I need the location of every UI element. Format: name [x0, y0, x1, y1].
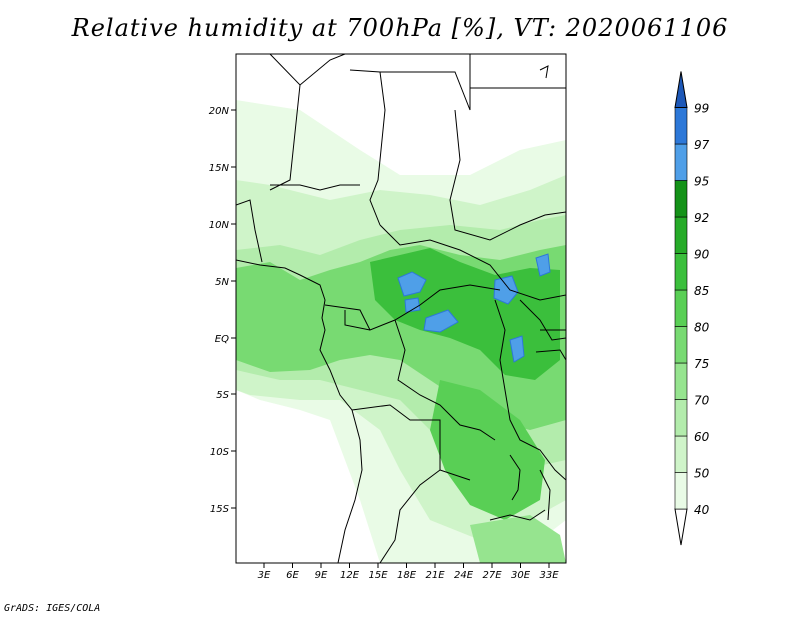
lat-label: EQ — [215, 334, 229, 345]
lat-label: 15S — [210, 504, 230, 515]
colorbar-segment — [674, 399, 688, 437]
humidity-zone-southeast — [430, 380, 545, 520]
latitude-axis: 20N 15N 10N 5N EQ 5S 10S 15S — [209, 106, 236, 515]
grads-credit: GrADS: IGES/COLA — [4, 603, 101, 614]
colorbar-label: 97 — [694, 138, 710, 152]
colorbar-segment — [674, 362, 688, 400]
colorbar-label: 50 — [694, 467, 710, 481]
lon-label: 24E — [454, 570, 474, 581]
colorbar-segment — [674, 143, 688, 181]
country-borders — [236, 54, 566, 563]
humidity-field — [236, 100, 566, 563]
lon-label: 6E — [286, 570, 299, 581]
colorbar-label: 60 — [694, 430, 710, 444]
colorbar-segment — [674, 326, 688, 364]
colorbar-segment — [674, 253, 688, 291]
humidity-cell-95plus — [493, 275, 519, 305]
colorbar-label: 70 — [694, 394, 710, 408]
colorbar-label: 99 — [694, 102, 709, 116]
colorbar-label: 95 — [694, 175, 709, 189]
map-frame — [235, 53, 567, 564]
lon-label: 3E — [258, 570, 271, 581]
colorbar-segment — [674, 472, 688, 510]
humidity-cell-95plus — [397, 271, 427, 297]
colorbar-label: 90 — [694, 248, 710, 262]
colorbar-upper-arrow — [674, 71, 688, 108]
humidity-cell-95plus — [404, 297, 421, 313]
lon-label: 33E — [539, 570, 559, 581]
colorbar: 40 50 60 70 75 80 85 90 92 95 97 99 — [674, 71, 710, 546]
lon-label: 27E — [482, 570, 502, 581]
lat-label: 10S — [210, 447, 230, 458]
lat-label: 15N — [209, 163, 230, 174]
humidity-zone-south — [470, 515, 566, 563]
lon-label: 30E — [511, 570, 531, 581]
lat-label: 5S — [216, 390, 229, 401]
lat-label: 10N — [209, 220, 230, 231]
chart-title: Relative humidity at 700hPa [%], VT: 202… — [71, 14, 729, 42]
lat-label: 20N — [209, 106, 230, 117]
colorbar-label: 40 — [694, 503, 710, 517]
colorbar-lower-arrow — [674, 508, 688, 546]
colorbar-label: 75 — [694, 357, 709, 371]
colorbar-label: 85 — [694, 284, 709, 298]
humidity-cell-95plus — [423, 309, 459, 333]
colorbar-segment — [674, 216, 688, 254]
colorbar-label: 80 — [694, 321, 710, 335]
lon-label: 21E — [425, 570, 445, 581]
humidity-cell-95plus — [509, 335, 525, 363]
colorbar-segment — [674, 107, 688, 145]
lat-label: 5N — [215, 277, 229, 288]
lon-label: 12E — [340, 570, 360, 581]
colorbar-segment — [674, 289, 688, 327]
lon-label: 9E — [315, 570, 328, 581]
lon-label: 18E — [397, 570, 417, 581]
colorbar-segment — [674, 180, 688, 218]
longitude-axis: 3E 6E 9E 12E 15E 18E 21E 24E 27E 30E 33E — [258, 563, 559, 581]
colorbar-segment — [674, 435, 688, 473]
lon-label: 15E — [368, 570, 388, 581]
humidity-cell-95plus — [535, 253, 551, 277]
colorbar-label: 92 — [694, 211, 709, 225]
